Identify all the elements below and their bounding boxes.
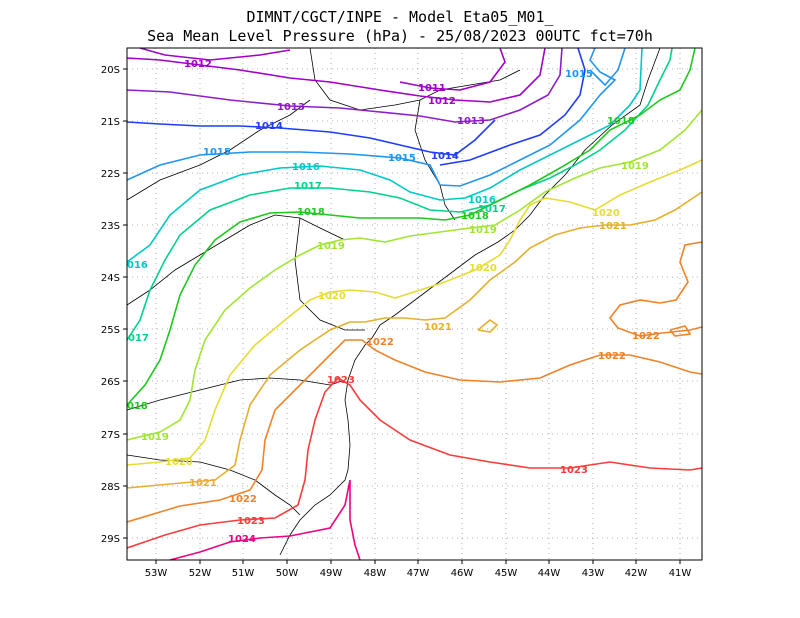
label-1019-b: 1019	[469, 225, 497, 236]
label-1023-a: 1023	[327, 375, 355, 386]
lat-label-24s: 24S	[101, 273, 120, 284]
lat-label-23s: 23S	[101, 221, 120, 232]
lon-label-45w: 45W	[495, 568, 518, 579]
label-1016-b: 016	[127, 260, 148, 271]
label-1022-a: 1022	[366, 337, 394, 348]
label-1021-a: 1021	[424, 322, 452, 333]
lon-label-48w: 48W	[364, 568, 387, 579]
label-1011: 1011	[418, 83, 446, 94]
label-1018-b: 1018	[461, 211, 489, 222]
label-1017-a: 1017	[294, 181, 322, 192]
isobar-1014	[126, 119, 496, 156]
lat-label-22s: 22S	[101, 169, 120, 180]
label-1020-a: 1020	[318, 291, 346, 302]
label-1015-c: 1015	[565, 69, 593, 80]
lon-label-52w: 52W	[189, 568, 212, 579]
isobar-1021	[126, 191, 703, 489]
label-1021-c: 1021	[599, 221, 627, 232]
isobar-1017	[126, 47, 673, 341]
state-border-2	[309, 47, 521, 111]
isobar-1021-cell	[477, 318, 499, 333]
lon-label-46w: 46W	[451, 568, 474, 579]
title-line-2: Sea Mean Level Pressure (hPa) - 25/08/20…	[147, 27, 653, 45]
label-1022-c: 1022	[632, 331, 660, 342]
label-1022-d: 1022	[598, 351, 626, 362]
lon-label-42w: 42W	[625, 568, 648, 579]
label-1018-d: 1018	[607, 116, 635, 127]
isobar-1013	[126, 47, 563, 123]
lat-label-28s: 28S	[101, 482, 120, 493]
label-1022-b: 1022	[229, 494, 257, 505]
label-1023-b: 1023	[237, 516, 265, 527]
state-border-3	[414, 99, 456, 221]
label-1016-a: 1016	[292, 162, 320, 173]
isobar-1018	[126, 47, 696, 406]
label-1019-c: 1019	[141, 432, 169, 443]
label-1020-b: 1020	[469, 263, 497, 274]
lon-label-44w: 44W	[538, 568, 561, 579]
label-1014-b: 1014	[431, 151, 459, 162]
label-1020-d: 1020	[592, 208, 620, 219]
state-border-1	[126, 214, 346, 306]
lon-label-51w: 51W	[232, 568, 255, 579]
label-1019-a: 1019	[317, 241, 345, 252]
label-1019-d: 1019	[621, 161, 649, 172]
isobar-1012	[126, 47, 546, 103]
lat-label-27s: 27S	[101, 430, 120, 441]
state-border-7	[294, 217, 365, 331]
title-line-1: DIMNT/CGCT/INPE - Model Eta05_M01_	[246, 8, 554, 26]
label-1012-b: 1012	[428, 96, 456, 107]
tick-marks	[123, 68, 681, 564]
isobar-1014-north	[439, 47, 586, 166]
isobar-1022-cell	[608, 241, 703, 337]
coastline	[279, 47, 661, 556]
lon-label-41w: 41W	[669, 568, 692, 579]
state-border-5	[126, 377, 346, 411]
lat-label-29s: 29S	[101, 534, 120, 545]
isobar-1015-ne	[589, 47, 626, 87]
label-1015-a: 1015	[203, 147, 231, 158]
lat-label-20s: 20S	[101, 65, 120, 76]
lon-label-50w: 50W	[276, 568, 299, 579]
label-1017-b: 017	[128, 333, 149, 344]
lon-label-43w: 43W	[582, 568, 605, 579]
label-1020-c: 1020	[165, 457, 193, 468]
state-border-4	[126, 99, 311, 201]
isobar-1019	[126, 109, 703, 441]
lat-label-21s: 21S	[101, 117, 120, 128]
lon-label-53w: 53W	[145, 568, 168, 579]
lat-label-26s: 26S	[101, 377, 120, 388]
label-1015-b: 1015	[388, 153, 416, 164]
label-1013-a: 1013	[277, 102, 305, 113]
isobar-1022-cell-small	[669, 325, 692, 337]
label-1014-a: 1014	[255, 121, 283, 132]
label-1018-c: 018	[127, 401, 148, 412]
label-1021-b: 1021	[189, 478, 217, 489]
lon-label-47w: 47W	[407, 568, 430, 579]
isobar-1023	[126, 376, 703, 549]
label-1012-a: 1012	[184, 59, 212, 70]
label-1024: 1024	[228, 534, 256, 545]
label-1017-c: 1017	[478, 204, 506, 215]
isobar-1022	[126, 339, 703, 523]
isobar-1011	[139, 47, 506, 91]
isobar-1020	[126, 159, 703, 466]
map-frame	[126, 47, 703, 561]
isobar-1016	[126, 47, 643, 263]
isobar-1024	[169, 479, 361, 561]
lon-label-49w: 49W	[320, 568, 343, 579]
label-1018-a: 1018	[297, 207, 325, 218]
label-1013-b: 1013	[457, 116, 485, 127]
isobar-1015	[126, 47, 617, 187]
label-1016-c: 1016	[468, 195, 496, 206]
label-1023-c: 1023	[560, 465, 588, 476]
lat-label-25s: 25S	[101, 325, 120, 336]
